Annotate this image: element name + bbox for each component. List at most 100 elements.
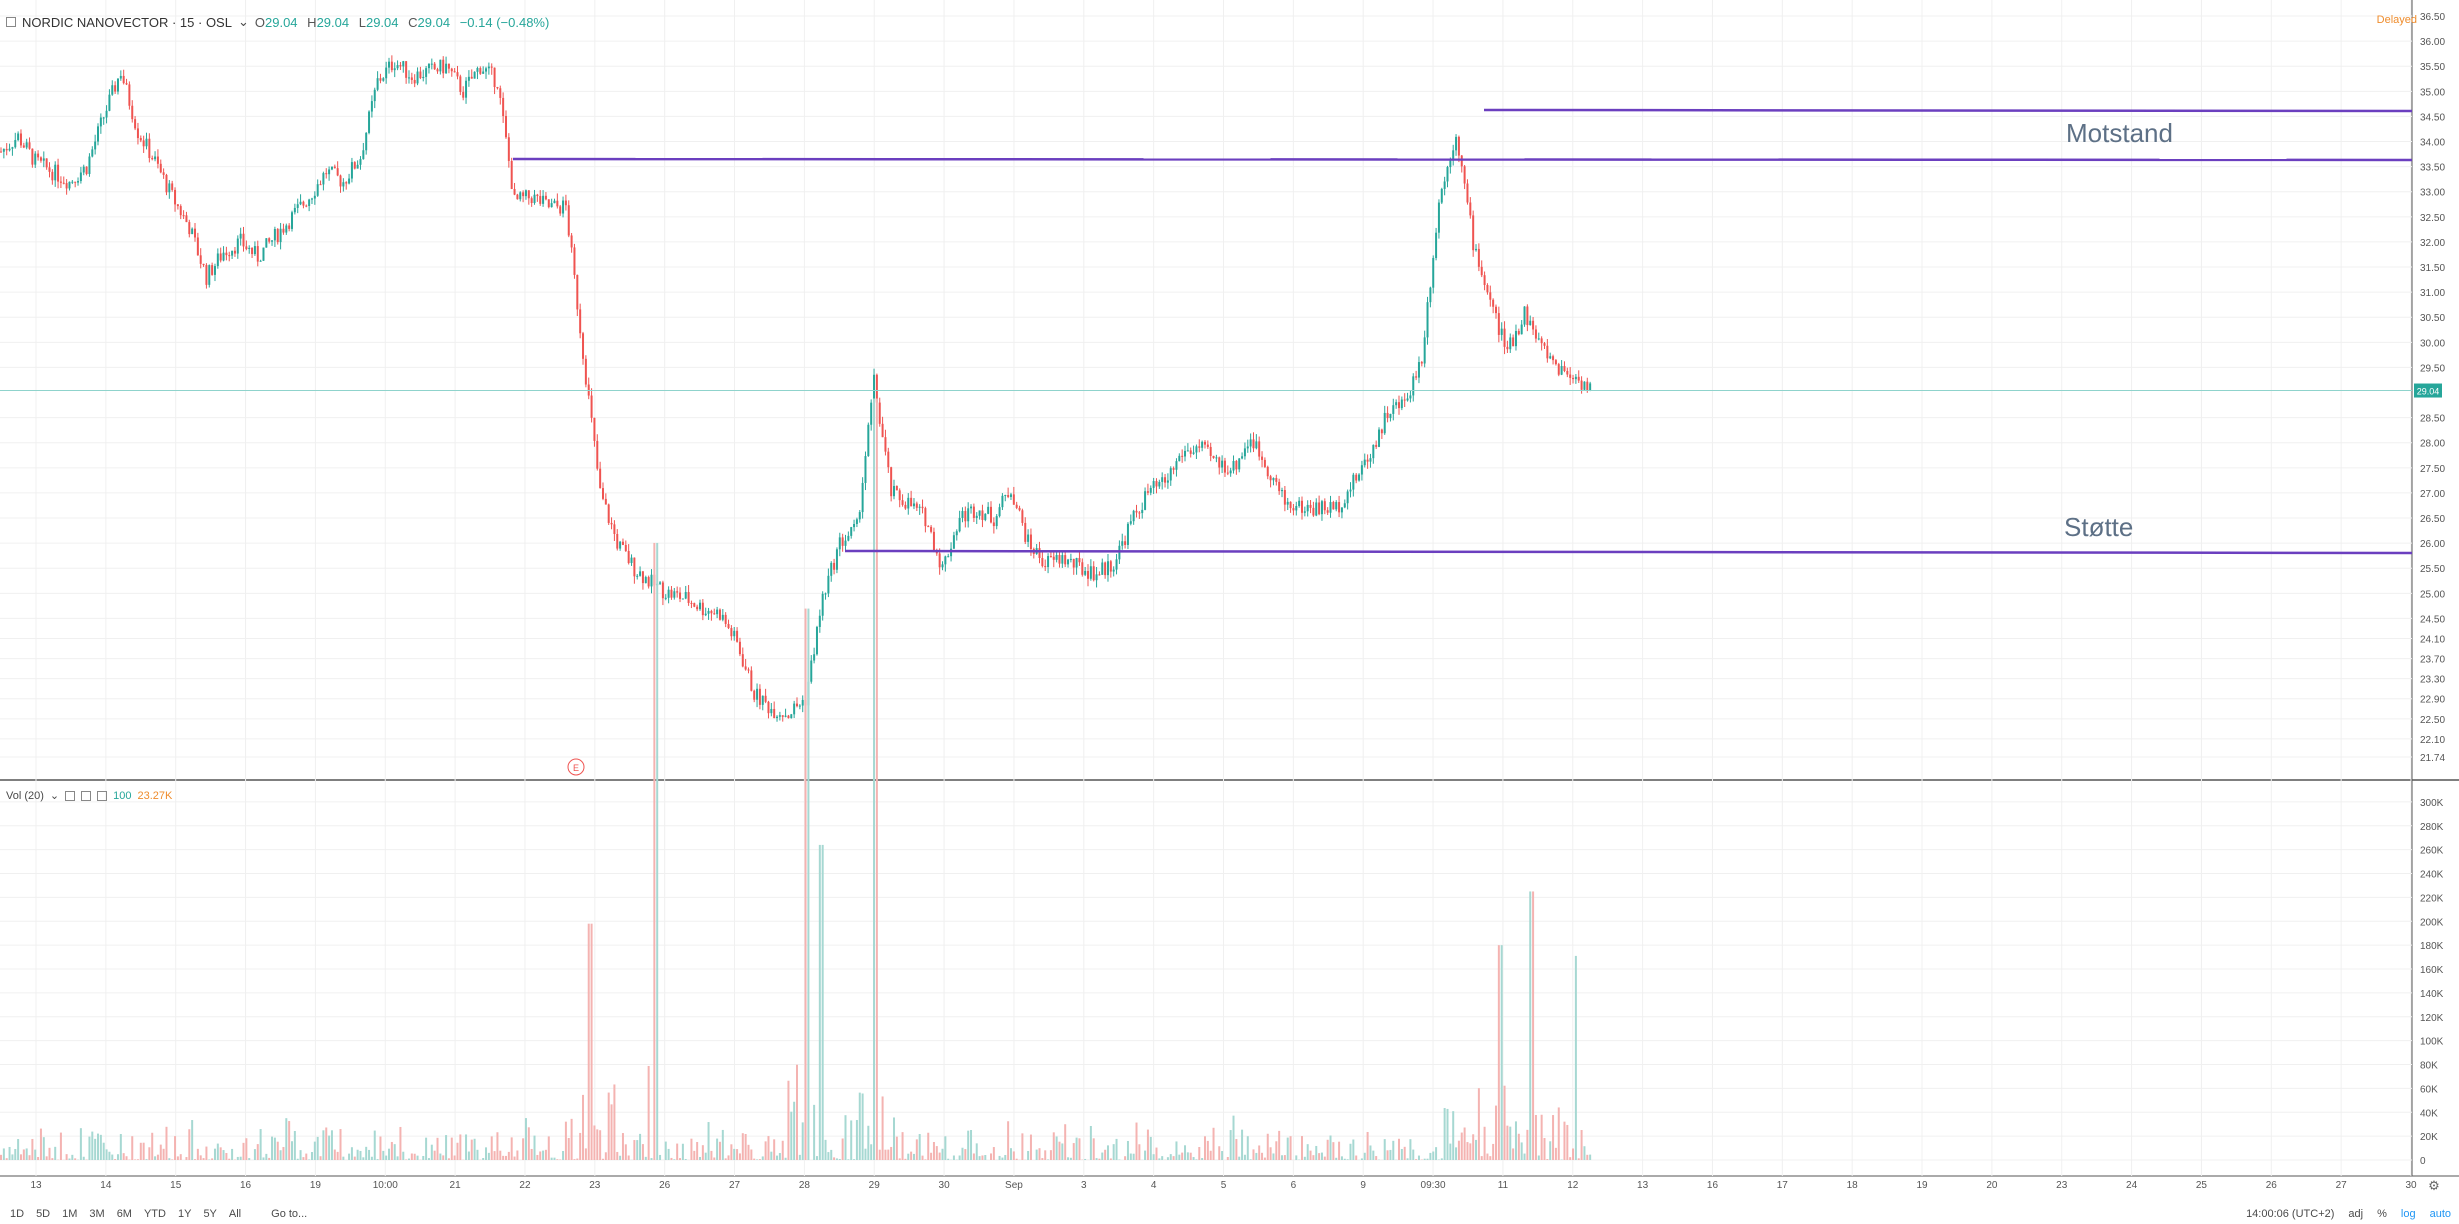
candle-body xyxy=(1560,366,1563,375)
volume-bar xyxy=(1238,1156,1241,1160)
volume-bar xyxy=(1446,1108,1449,1160)
volume-bar xyxy=(1172,1156,1175,1160)
close-icon[interactable] xyxy=(97,790,108,801)
candle-body xyxy=(1095,574,1098,581)
price-tick: 33.00 xyxy=(2420,188,2445,199)
candle-body xyxy=(88,156,91,174)
candle-body xyxy=(1024,522,1027,542)
candle-body xyxy=(747,669,750,671)
candle-body xyxy=(644,577,647,584)
candle-body xyxy=(1389,413,1392,419)
eye-icon[interactable] xyxy=(65,790,76,801)
volume-bar xyxy=(861,1093,864,1160)
volume-bar xyxy=(88,1136,91,1160)
symbol-label[interactable]: NORDIC NANOVECTOR · 15 · OSL xyxy=(22,14,232,30)
candle-body xyxy=(619,541,622,549)
chevron-down-icon[interactable]: ⌄ xyxy=(49,790,60,802)
range-button[interactable]: 1M xyxy=(62,1208,78,1220)
volume-bar xyxy=(881,1096,884,1160)
candle-body xyxy=(179,206,182,216)
volume-bar xyxy=(465,1134,468,1160)
volume-bar xyxy=(94,1138,97,1160)
candle-body xyxy=(1078,558,1081,563)
candle-body xyxy=(1537,338,1540,340)
candle-body xyxy=(1412,376,1415,396)
candle-body xyxy=(310,198,313,200)
price-tick: 36.00 xyxy=(2420,37,2445,48)
volume-label[interactable]: Vol (20) xyxy=(6,789,44,802)
volume-bar xyxy=(790,1111,793,1160)
range-button[interactable]: All xyxy=(228,1208,242,1220)
range-button[interactable]: 1Y xyxy=(177,1208,192,1220)
footer-item[interactable]: log xyxy=(2400,1208,2416,1220)
candle-body xyxy=(590,395,593,418)
volume-bar xyxy=(778,1153,781,1160)
volume-bar xyxy=(1184,1145,1187,1160)
range-button[interactable]: Go to... xyxy=(271,1208,308,1220)
volume-bar xyxy=(239,1156,242,1160)
candle-body xyxy=(82,166,85,173)
volume-bar xyxy=(690,1138,693,1160)
candle-body xyxy=(1203,441,1206,445)
range-button[interactable]: 3M xyxy=(89,1208,105,1220)
volume-bar xyxy=(659,1154,662,1160)
volume-bar xyxy=(827,1152,830,1160)
candle-body xyxy=(399,65,402,67)
delayed-badge: Delayed xyxy=(2376,14,2417,26)
candle-body xyxy=(952,535,955,549)
volume-bar xyxy=(855,1120,858,1160)
volume-bars xyxy=(0,398,1592,1161)
candle-body xyxy=(1509,337,1512,350)
candle-body xyxy=(1480,266,1483,276)
candle-body xyxy=(741,654,744,667)
candle-body xyxy=(1189,450,1192,454)
price-tick: 27.50 xyxy=(2420,464,2445,475)
volume-bar xyxy=(707,1122,710,1160)
candle-body xyxy=(636,575,639,577)
candle-body xyxy=(1534,329,1537,339)
candle-body xyxy=(673,591,676,598)
volume-bar xyxy=(1118,1159,1121,1160)
footer-item[interactable]: % xyxy=(2377,1208,2387,1220)
volume-bar xyxy=(1494,1105,1497,1160)
volume-bar xyxy=(390,1141,393,1160)
settings-icon[interactable] xyxy=(81,790,92,801)
candle-body xyxy=(188,222,191,235)
volume-bar xyxy=(604,1152,607,1160)
volume-bar xyxy=(1261,1152,1264,1160)
range-button[interactable]: YTD xyxy=(143,1208,166,1220)
range-button[interactable]: 1D xyxy=(10,1208,25,1220)
volume-bar xyxy=(453,1155,456,1160)
price-tick: 26.00 xyxy=(2420,539,2445,550)
collapse-icon[interactable] xyxy=(6,17,16,27)
volume-bar xyxy=(590,923,593,1160)
range-button[interactable]: 5D xyxy=(36,1208,51,1220)
candle-body xyxy=(998,507,1001,517)
candle-body xyxy=(1184,450,1187,457)
candle-body xyxy=(365,132,368,151)
volume-tick: 220K xyxy=(2420,893,2444,904)
range-button[interactable]: 5Y xyxy=(203,1208,217,1220)
footer-item[interactable]: adj xyxy=(2348,1208,2364,1220)
volume-bar xyxy=(1363,1152,1366,1160)
candle-body xyxy=(907,497,910,509)
candle-body xyxy=(325,173,328,175)
candle-body xyxy=(1306,504,1309,512)
candle-body xyxy=(145,138,148,147)
candle-body xyxy=(1106,561,1109,576)
volume-bar xyxy=(228,1158,231,1160)
candle-body xyxy=(1323,501,1326,511)
gear-icon[interactable]: ⚙ xyxy=(2428,1179,2440,1194)
chevron-down-icon[interactable]: ⌄ xyxy=(237,14,249,29)
candle-body xyxy=(1420,362,1423,364)
range-button[interactable]: 6M xyxy=(116,1208,132,1220)
candle-body xyxy=(28,142,31,149)
candle-body xyxy=(947,556,950,558)
candle-body xyxy=(718,609,721,620)
candle-body xyxy=(1115,559,1118,570)
volume-bar xyxy=(1497,945,1500,1160)
candle-body xyxy=(482,71,485,74)
volume-bar xyxy=(68,1158,71,1160)
footer-item[interactable]: auto xyxy=(2429,1208,2451,1220)
